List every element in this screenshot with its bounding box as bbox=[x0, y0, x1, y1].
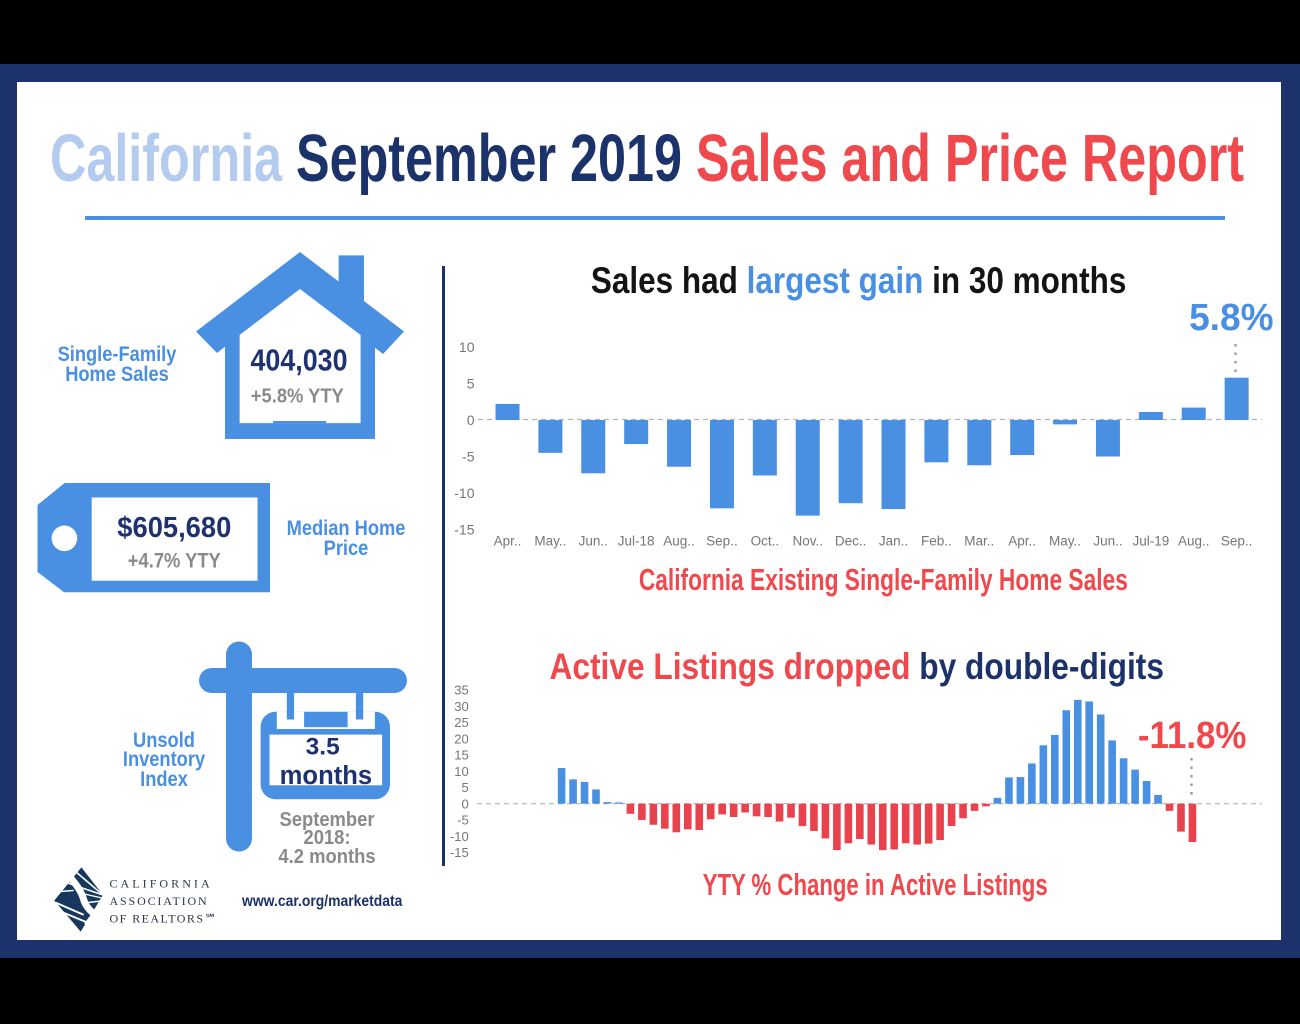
svg-text:15: 15 bbox=[454, 748, 468, 763]
svg-text:25: 25 bbox=[454, 715, 468, 730]
svg-text:Aug..: Aug.. bbox=[1178, 534, 1210, 549]
svg-text:-15: -15 bbox=[450, 845, 469, 860]
svg-text:Oct..: Oct.. bbox=[751, 534, 780, 549]
svg-text:ASSOCIATION: ASSOCIATION bbox=[110, 894, 209, 908]
svg-text:Jul-18: Jul-18 bbox=[618, 534, 655, 549]
svg-text:CALIFORNIA: CALIFORNIA bbox=[110, 877, 213, 891]
svg-text:+4.7% YTY: +4.7% YTY bbox=[128, 550, 221, 573]
svg-text:Nov..: Nov.. bbox=[792, 534, 823, 549]
svg-text:Mar..: Mar.. bbox=[964, 534, 994, 549]
svg-text:Apr..: Apr.. bbox=[1008, 534, 1036, 549]
svg-text:+5.8% YTY: +5.8% YTY bbox=[251, 385, 344, 408]
svg-text:-5: -5 bbox=[462, 449, 475, 465]
svg-text:Jun..: Jun.. bbox=[579, 534, 608, 549]
svg-text:5: 5 bbox=[467, 376, 475, 392]
svg-text:Sep..: Sep.. bbox=[1221, 534, 1253, 549]
svg-text:Sep..: Sep.. bbox=[706, 534, 738, 549]
svg-text:Apr..: Apr.. bbox=[494, 534, 522, 549]
svg-text:Aug..: Aug.. bbox=[663, 534, 695, 549]
svg-text:OF REALTORS℠: OF REALTORS℠ bbox=[110, 912, 219, 926]
svg-text:$605,680: $605,680 bbox=[117, 512, 231, 544]
svg-text:5: 5 bbox=[461, 780, 468, 795]
svg-text:35: 35 bbox=[454, 683, 468, 698]
svg-text:-10: -10 bbox=[454, 485, 474, 501]
svg-text:30: 30 bbox=[454, 699, 468, 714]
svg-text:3.5: 3.5 bbox=[306, 734, 340, 761]
svg-text:10: 10 bbox=[454, 764, 468, 779]
svg-text:-10: -10 bbox=[450, 829, 469, 844]
svg-text:0: 0 bbox=[461, 796, 468, 811]
svg-text:-15: -15 bbox=[454, 522, 474, 538]
svg-text:Jun..: Jun.. bbox=[1093, 534, 1122, 549]
svg-text:Jul-19: Jul-19 bbox=[1132, 534, 1169, 549]
svg-text:May..: May.. bbox=[1049, 534, 1081, 549]
svg-text:404,030: 404,030 bbox=[251, 343, 348, 377]
svg-text:Jan..: Jan.. bbox=[879, 534, 908, 549]
svg-text:Feb..: Feb.. bbox=[921, 534, 952, 549]
svg-text:0: 0 bbox=[467, 412, 475, 428]
svg-text:Dec..: Dec.. bbox=[835, 534, 867, 549]
svg-text:20: 20 bbox=[454, 731, 468, 746]
svg-text:-5: -5 bbox=[457, 813, 469, 828]
svg-text:months: months bbox=[280, 762, 373, 790]
svg-text:May..: May.. bbox=[534, 534, 566, 549]
svg-text:10: 10 bbox=[459, 339, 475, 355]
